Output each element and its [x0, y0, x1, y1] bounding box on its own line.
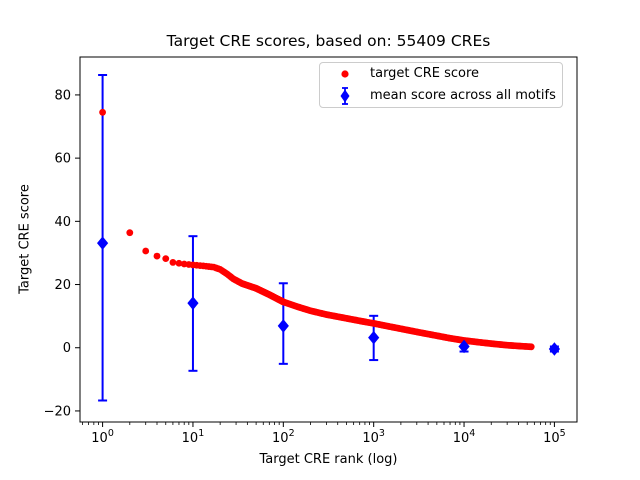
x-tick-label: 101: [182, 428, 205, 446]
x-axis-label: Target CRE rank (log): [259, 452, 398, 467]
x-tick-label: 104: [453, 428, 476, 446]
legend-item-target-score: target CRE score: [320, 64, 562, 84]
legend-item-mean-score: mean score across all motifs: [320, 86, 562, 106]
blue-errorbar-lines: [98, 74, 559, 402]
mean-score-diamond: [368, 330, 380, 345]
legend-label-target-score: target CRE score: [370, 66, 480, 81]
mean-score-diamond: [277, 319, 289, 333]
mean-score-diamond: [458, 339, 470, 354]
y-tick-label: 80: [54, 88, 71, 103]
x-axis: 100 101 102 103 104 105: [82, 422, 566, 446]
x-tick-label: 105: [543, 428, 566, 446]
y-axis: −20 0 20 40 60 80: [44, 88, 80, 419]
y-tick-label: 40: [54, 215, 71, 230]
x-tick-label: 100: [91, 428, 114, 446]
mean-score-diamond: [96, 236, 109, 250]
mean-score-diamond: [548, 342, 561, 356]
red-scatter-series: [99, 108, 535, 351]
y-tick-label: 60: [54, 152, 71, 167]
blue-diamond-series: [96, 236, 561, 356]
x-tick-label: 102: [272, 428, 295, 446]
y-tick-label: 0: [63, 341, 71, 356]
blue-diamond-errorbar-icon: [320, 86, 370, 106]
y-axis-label: Target CRE score: [17, 184, 33, 294]
legend-box: target CRE score mean score across all m…: [319, 62, 563, 108]
y-tick-label: −20: [44, 404, 71, 419]
x-tick-label: 103: [362, 428, 385, 446]
mean-score-diamond: [187, 296, 199, 310]
y-tick-label: 20: [54, 278, 71, 293]
red-circle-icon: [320, 66, 370, 82]
legend-label-mean-score: mean score across all motifs: [370, 88, 556, 103]
chart-title: Target CRE scores, based on: 55409 CREs: [166, 32, 491, 50]
plot-spines: [79, 56, 578, 423]
